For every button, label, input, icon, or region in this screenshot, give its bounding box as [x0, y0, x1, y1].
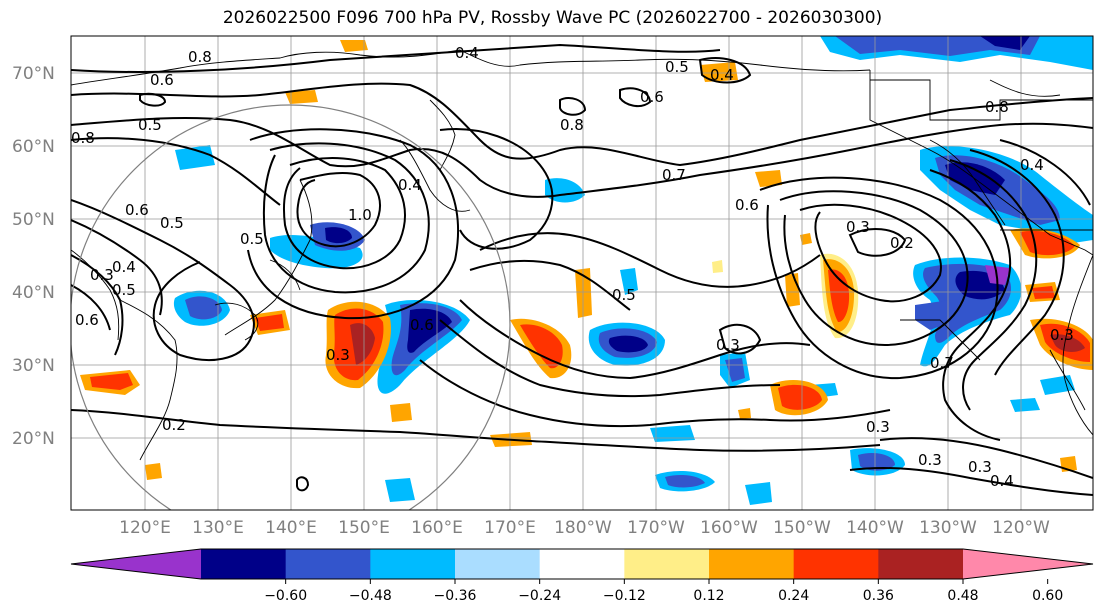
contour-label: 0.4	[398, 176, 422, 194]
contour-label: 0.5	[160, 214, 184, 232]
contour-label: 0.6	[735, 196, 759, 214]
contour-label: 0.5	[240, 230, 264, 248]
colorbar-tick-label: 0.24	[778, 588, 809, 604]
longitude-axis: 120°E 130°E 140°E 150°E 160°E 170°E 180°…	[119, 518, 1050, 538]
pv-anomaly-shading	[80, 36, 1093, 505]
contour-label: 0.5	[612, 286, 636, 304]
colorbar-extend-low	[71, 549, 201, 579]
contour-label: 0.3	[846, 218, 870, 236]
graticule	[71, 36, 1093, 510]
contour-label: 0.8	[71, 129, 95, 147]
contour-label: 0.6	[150, 71, 174, 89]
map-title: 2026022500 F096 700 hPa PV, Rossby Wave …	[222, 8, 883, 28]
contour-label: 0.3	[326, 346, 350, 364]
colorbar-tick-label: −0.24	[518, 588, 561, 604]
colorbar-segment	[539, 549, 625, 579]
contour-label: 0.7	[662, 166, 686, 184]
contour-label: 0.6	[410, 316, 434, 334]
contour-label: 0.4	[1020, 156, 1044, 174]
colorbar-tick-label: 0.48	[947, 588, 978, 604]
reference-circle	[71, 104, 511, 510]
map-frame	[70, 35, 1094, 511]
colorbar-tick-label: 0.12	[693, 588, 724, 604]
contour-label: 0.4	[710, 66, 734, 84]
lat-label-70n: 70°N	[12, 64, 55, 84]
lon-label: 120°E	[119, 518, 171, 538]
colorbar: −0.60 −0.48 −0.36 −0.24 −0.12 0.12 0.24 0.36 0.4…	[70, 548, 1094, 604]
contour-label: 0.3	[1050, 326, 1074, 344]
lon-label: 180°W	[554, 518, 612, 538]
contour-label: 0.2	[890, 234, 914, 252]
colorbar-extend-high	[963, 549, 1093, 579]
colorbar-tick-label: 0.36	[863, 588, 894, 604]
contour-label: 0.8	[985, 98, 1009, 116]
lon-label: 150°E	[338, 518, 390, 538]
contour-label: 0.3	[716, 336, 740, 354]
lat-label-60n: 60°N	[12, 137, 55, 157]
colorbar-tick-label: 0.60	[1032, 588, 1063, 604]
contour-label: 0.8	[188, 48, 212, 66]
lat-label-30n: 30°N	[12, 356, 55, 376]
contour-label: 0.3	[866, 418, 890, 436]
lat-label-50n: 50°N	[12, 210, 55, 230]
colorbar-tick-label: −0.12	[603, 588, 646, 604]
colorbar-segment	[455, 549, 541, 579]
contour-label: 0.5	[665, 58, 689, 76]
contour-label: 0.3	[968, 458, 992, 476]
latitude-axis: 70°N 60°N 50°N 40°N 30°N 20°N	[12, 64, 55, 449]
contour-label: 1.0	[348, 206, 372, 224]
lon-label: 160°W	[700, 518, 758, 538]
colorbar-segment	[624, 549, 710, 579]
lat-label-20n: 20°N	[12, 429, 55, 449]
contour-label: 0.4	[990, 472, 1014, 490]
contour-label: 0.6	[125, 201, 149, 219]
colorbar-tick-label: −0.48	[349, 588, 392, 604]
contour-label: 0.4	[455, 44, 479, 62]
contour-label: 0.2	[162, 416, 186, 434]
lon-label: 150°W	[773, 518, 831, 538]
lon-label: 170°E	[484, 518, 536, 538]
colorbar-segment	[878, 549, 964, 579]
colorbar-outline	[70, 548, 1094, 580]
lon-label: 170°W	[627, 518, 685, 538]
colorbar-segment	[709, 549, 795, 579]
lat-label-40n: 40°N	[12, 283, 55, 303]
pv-contours	[71, 43, 1093, 496]
colorbar-tick-label: −0.36	[434, 588, 477, 604]
colorbar-segment	[285, 549, 371, 579]
lon-label: 130°W	[919, 518, 977, 538]
contour-label: 0.3	[918, 451, 942, 469]
contour-label: 0.8	[560, 116, 584, 134]
contour-label: 0.7	[930, 354, 954, 372]
contour-labels: 0.8 0.6 0.5 0.4 0.5 0.6 0.4 0.8 0.7 0.6 …	[71, 44, 1074, 490]
contour-label: 0.6	[75, 311, 99, 329]
colorbar-segment	[793, 549, 879, 579]
colorbar-tick-label: −0.60	[264, 588, 307, 604]
lon-label: 140°W	[846, 518, 904, 538]
coastlines	[71, 49, 1093, 461]
contour-label: 0.6	[640, 88, 664, 106]
contour-label: 0.5	[138, 116, 162, 134]
contour-label: 0.4	[112, 258, 136, 276]
lon-label: 140°E	[265, 518, 317, 538]
colorbar-segment	[201, 549, 287, 579]
lon-label: 120°W	[992, 518, 1050, 538]
contour-label: 0.3	[90, 266, 114, 284]
lon-label: 130°E	[192, 518, 244, 538]
lon-label: 160°E	[411, 518, 463, 538]
contour-label: 0.5	[112, 281, 136, 299]
colorbar-segment	[370, 549, 456, 579]
